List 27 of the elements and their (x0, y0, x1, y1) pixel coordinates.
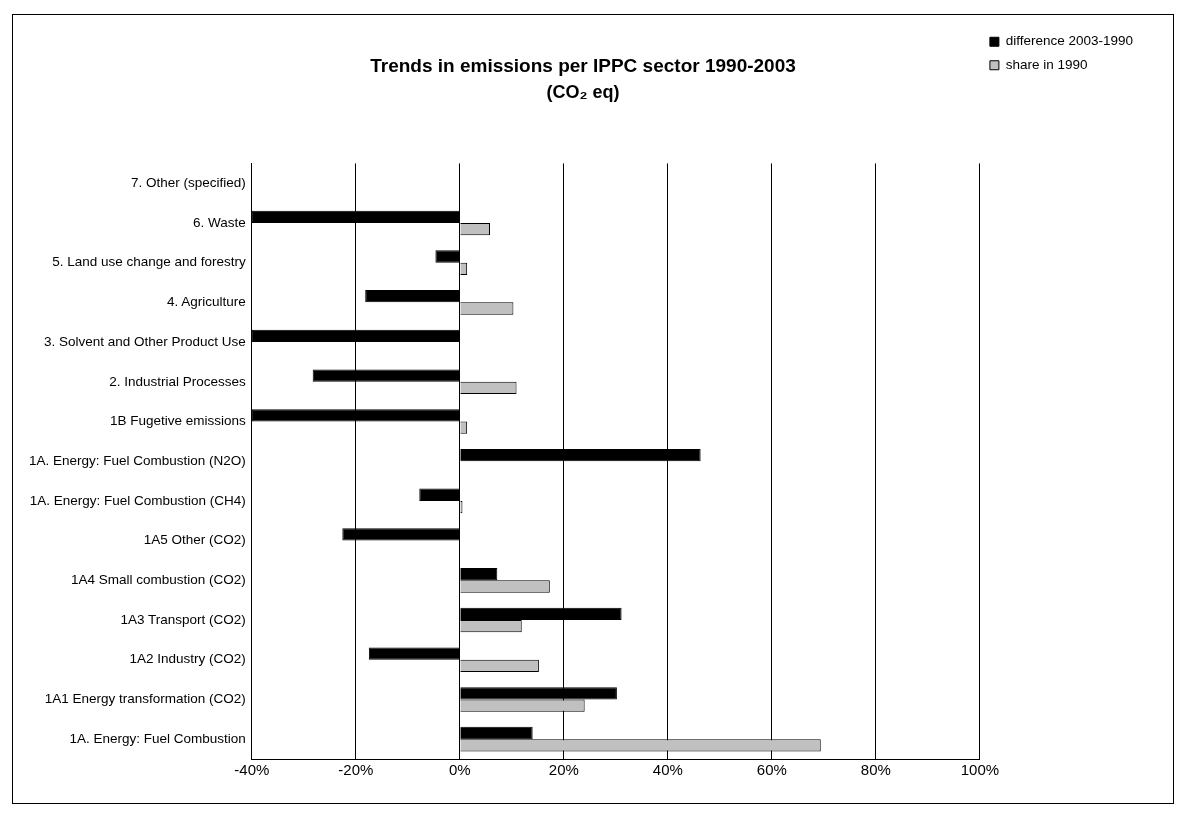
y-tick-label: 1A4 Small combustion (CO2) (71, 572, 246, 588)
x-tick-label: -40% (234, 761, 270, 779)
chart-title: Trends in emissions per IPPC sector 1990-2003 (370, 54, 796, 76)
y-tick-label: 6. Waste (193, 214, 246, 230)
chart-subtitle: (CO₂ eq) (546, 81, 620, 102)
y-tick-label: 1A2 Industry (CO2) (129, 651, 246, 667)
y-tick-label: 1A. Energy: Fuel Combustion (N2O) (28, 452, 246, 468)
y-tick-label: 1A. Energy: Fuel Combustion (CH4) (29, 492, 246, 508)
y-tick-label: 1A. Energy: Fuel Combustion (69, 730, 246, 746)
x-tick-label: 100% (960, 761, 1000, 779)
y-tick-label: 1B Fugetive emissions (110, 413, 247, 429)
x-tick-label: 20% (548, 761, 579, 779)
x-tick-label: 80% (860, 761, 891, 779)
y-tick-label: 3. Solvent and Other Product Use (43, 333, 246, 349)
x-tick-label: 0% (449, 761, 471, 779)
legend-label: share in 1990 (1005, 56, 1088, 72)
y-tick-label: 5. Land use change and forestry (52, 254, 247, 270)
y-tick-label: 2. Industrial Processes (109, 373, 247, 389)
y-tick-label: 1A3 Transport (CO2) (120, 611, 246, 627)
x-tick-label: 60% (756, 761, 787, 779)
y-tick-label: 1A1 Energy transformation (CO2) (44, 691, 246, 707)
y-tick-label: 1A5 Other (CO2) (143, 532, 246, 548)
y-tick-label: 7. Other (specified) (131, 174, 246, 190)
legend-label: difference 2003-1990 (1005, 33, 1134, 49)
y-tick-label: 4. Agriculture (167, 294, 246, 310)
x-tick-label: -20% (338, 761, 374, 779)
x-tick-label: 40% (652, 761, 683, 779)
